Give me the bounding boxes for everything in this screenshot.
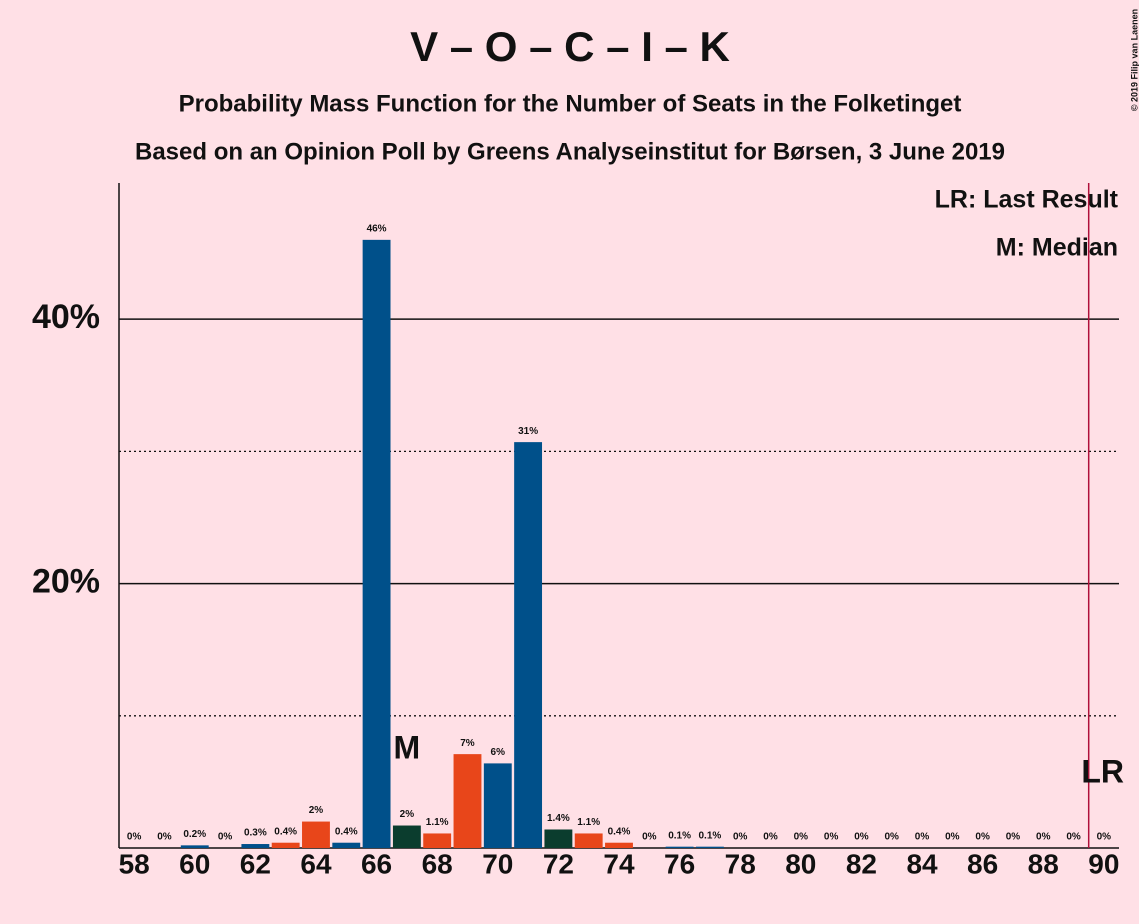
bar [483, 763, 512, 848]
value-label: 0% [218, 832, 233, 843]
value-label: 1.1% [426, 817, 449, 828]
x-tick-label: 70 [482, 848, 513, 879]
last-result-label: LR [1081, 753, 1124, 789]
value-label: 0% [157, 832, 172, 843]
value-label: 0% [763, 832, 778, 843]
legend-entry: LR: Last Result [935, 186, 1119, 214]
bar [423, 833, 452, 848]
x-tick-label: 72 [543, 848, 574, 879]
bar [180, 845, 209, 848]
x-tick-label: 64 [300, 848, 332, 879]
value-label: 0.2% [183, 829, 206, 840]
median-marker: M [394, 729, 421, 765]
x-tick-label: 82 [846, 848, 877, 879]
value-label: 0% [945, 832, 960, 843]
value-label: 0% [1036, 832, 1051, 843]
bar [544, 829, 573, 848]
value-label: 0% [1006, 832, 1021, 843]
value-label: 0% [733, 832, 748, 843]
chart-subtitle: Probability Mass Function for the Number… [179, 90, 962, 117]
value-label: 0% [824, 832, 839, 843]
value-label: 0% [915, 832, 930, 843]
value-label: 0% [975, 832, 990, 843]
value-label: 46% [367, 223, 387, 234]
value-label: 0% [127, 832, 142, 843]
x-tick-label: 66 [361, 848, 392, 879]
bar [271, 842, 300, 848]
bar [514, 442, 543, 848]
value-label: 31% [518, 426, 538, 437]
value-label: 6% [491, 747, 506, 758]
bar [695, 846, 724, 848]
chart-subtitle: Based on an Opinion Poll by Greens Analy… [135, 138, 1005, 165]
x-tick-label: 58 [119, 848, 150, 879]
value-label: 0.4% [335, 826, 358, 837]
value-label: 0% [1097, 832, 1112, 843]
bar [302, 821, 330, 848]
bar [241, 844, 270, 848]
x-tick-label: 74 [603, 848, 635, 879]
value-label: 0.4% [608, 826, 631, 837]
value-label: 1.4% [547, 813, 570, 824]
x-tick-label: 78 [725, 848, 756, 879]
value-label: 0% [1066, 832, 1081, 843]
value-label: 0% [642, 832, 657, 843]
bar [453, 754, 482, 848]
y-tick-label: 20% [32, 563, 100, 601]
bar [574, 833, 603, 848]
bar [332, 842, 361, 848]
x-tick-label: 84 [906, 848, 938, 879]
x-tick-label: 86 [967, 848, 998, 879]
value-label: 0% [794, 832, 809, 843]
value-label: 0.4% [274, 826, 297, 837]
x-tick-label: 76 [664, 848, 695, 879]
x-tick-label: 90 [1088, 848, 1119, 879]
value-label: 0.3% [244, 828, 267, 839]
credit: © 2019 Filip van Laenen [1129, 9, 1139, 111]
chart-title: V – O – C – I – K [410, 23, 730, 70]
value-label: 7% [460, 738, 475, 749]
value-label: 0.1% [699, 830, 722, 841]
legend-entry: M: Median [996, 234, 1118, 262]
x-tick-label: 62 [240, 848, 271, 879]
x-tick-label: 88 [1028, 848, 1059, 879]
bar [362, 239, 391, 849]
x-tick-label: 68 [422, 848, 453, 879]
value-label: 2% [400, 809, 415, 820]
y-tick-label: 40% [32, 298, 100, 336]
x-tick-label: 80 [785, 848, 816, 879]
value-label: 0% [885, 832, 900, 843]
bar [605, 842, 633, 848]
value-label: 0% [854, 832, 869, 843]
value-label: 0.1% [668, 830, 691, 841]
bar [392, 825, 421, 848]
value-label: 1.1% [577, 817, 600, 828]
value-label: 2% [309, 805, 324, 816]
bar [665, 846, 694, 848]
x-tick-label: 60 [179, 848, 210, 879]
